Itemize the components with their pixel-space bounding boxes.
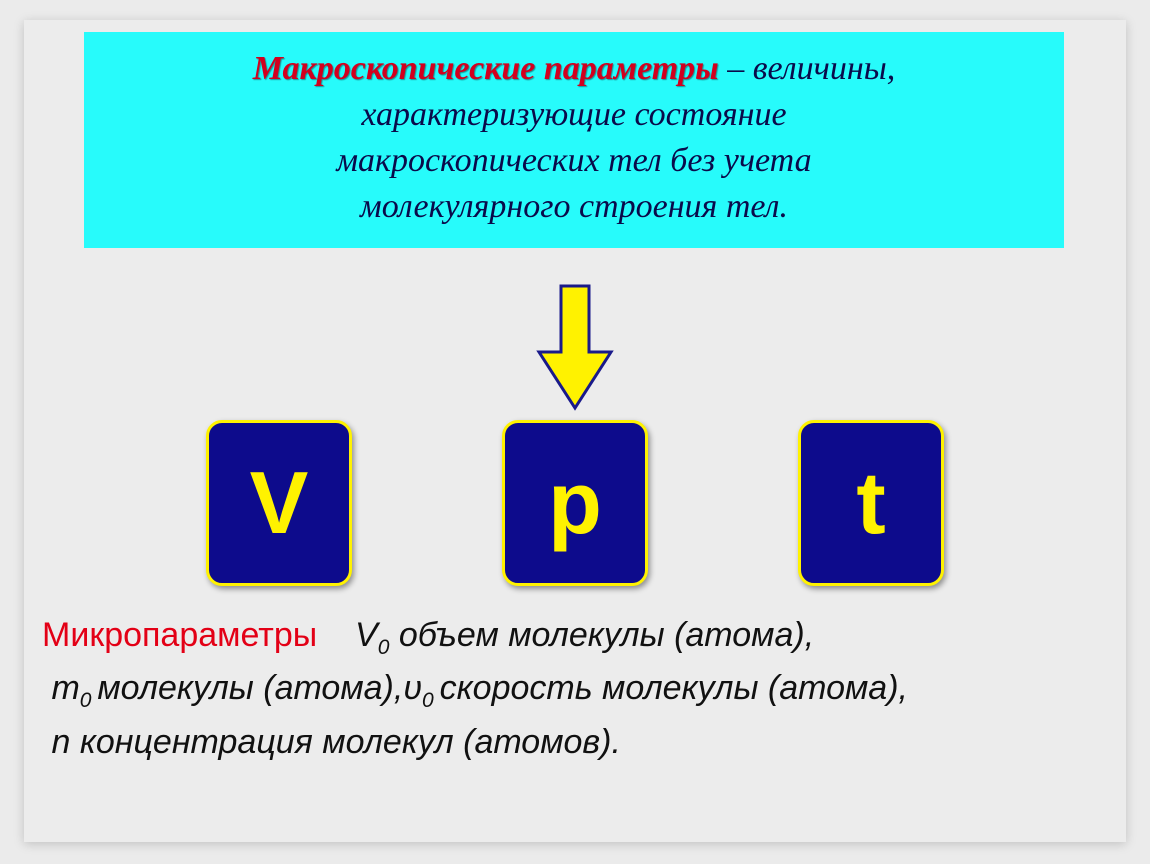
definition-line1: величины, — [753, 50, 895, 87]
microparameters-title: Микропараметры — [42, 616, 317, 654]
microparameters-block: Микропараметры V0 объем молекулы (атома)… — [42, 610, 1112, 768]
micro-u0-sub: 0 — [422, 689, 440, 712]
param-box-volume: V — [206, 420, 352, 586]
definition-line3: макроскопических тел без учета — [336, 142, 811, 179]
micro-v0-symbol: V — [355, 616, 378, 654]
definition-line2: характеризующие состояние — [361, 96, 786, 133]
micro-m0-symbol: m — [51, 669, 79, 707]
micro-u0-symbol: υ — [403, 669, 422, 707]
micro-m0-sub: 0 — [80, 689, 98, 712]
param-box-temperature: t — [798, 420, 944, 586]
micro-n-text: концентрация молекул (атомов). — [70, 723, 621, 761]
param-v-label: V — [250, 452, 309, 554]
param-p-label: p — [548, 452, 602, 554]
definition-title: Макроскопические параметры — [253, 50, 719, 87]
micro-v0-text: объем молекулы (атома), — [389, 616, 814, 654]
slide: Макроскопические параметры – величины, х… — [24, 20, 1126, 842]
micro-v0-sub: 0 — [378, 636, 390, 659]
definition-line4: молекулярного строения тел. — [360, 188, 788, 225]
parameter-boxes-row: V p t — [24, 420, 1126, 586]
definition-box: Макроскопические параметры – величины, х… — [84, 32, 1064, 248]
param-box-pressure: p — [502, 420, 648, 586]
definition-dash: – — [719, 50, 753, 87]
micro-n-symbol: n — [51, 723, 70, 761]
micro-m0-text: молекулы (атома), — [97, 669, 403, 707]
down-arrow-icon — [535, 282, 615, 412]
micro-u0-text: скорость молекулы (атома), — [440, 669, 908, 707]
param-t-label: t — [856, 452, 885, 554]
